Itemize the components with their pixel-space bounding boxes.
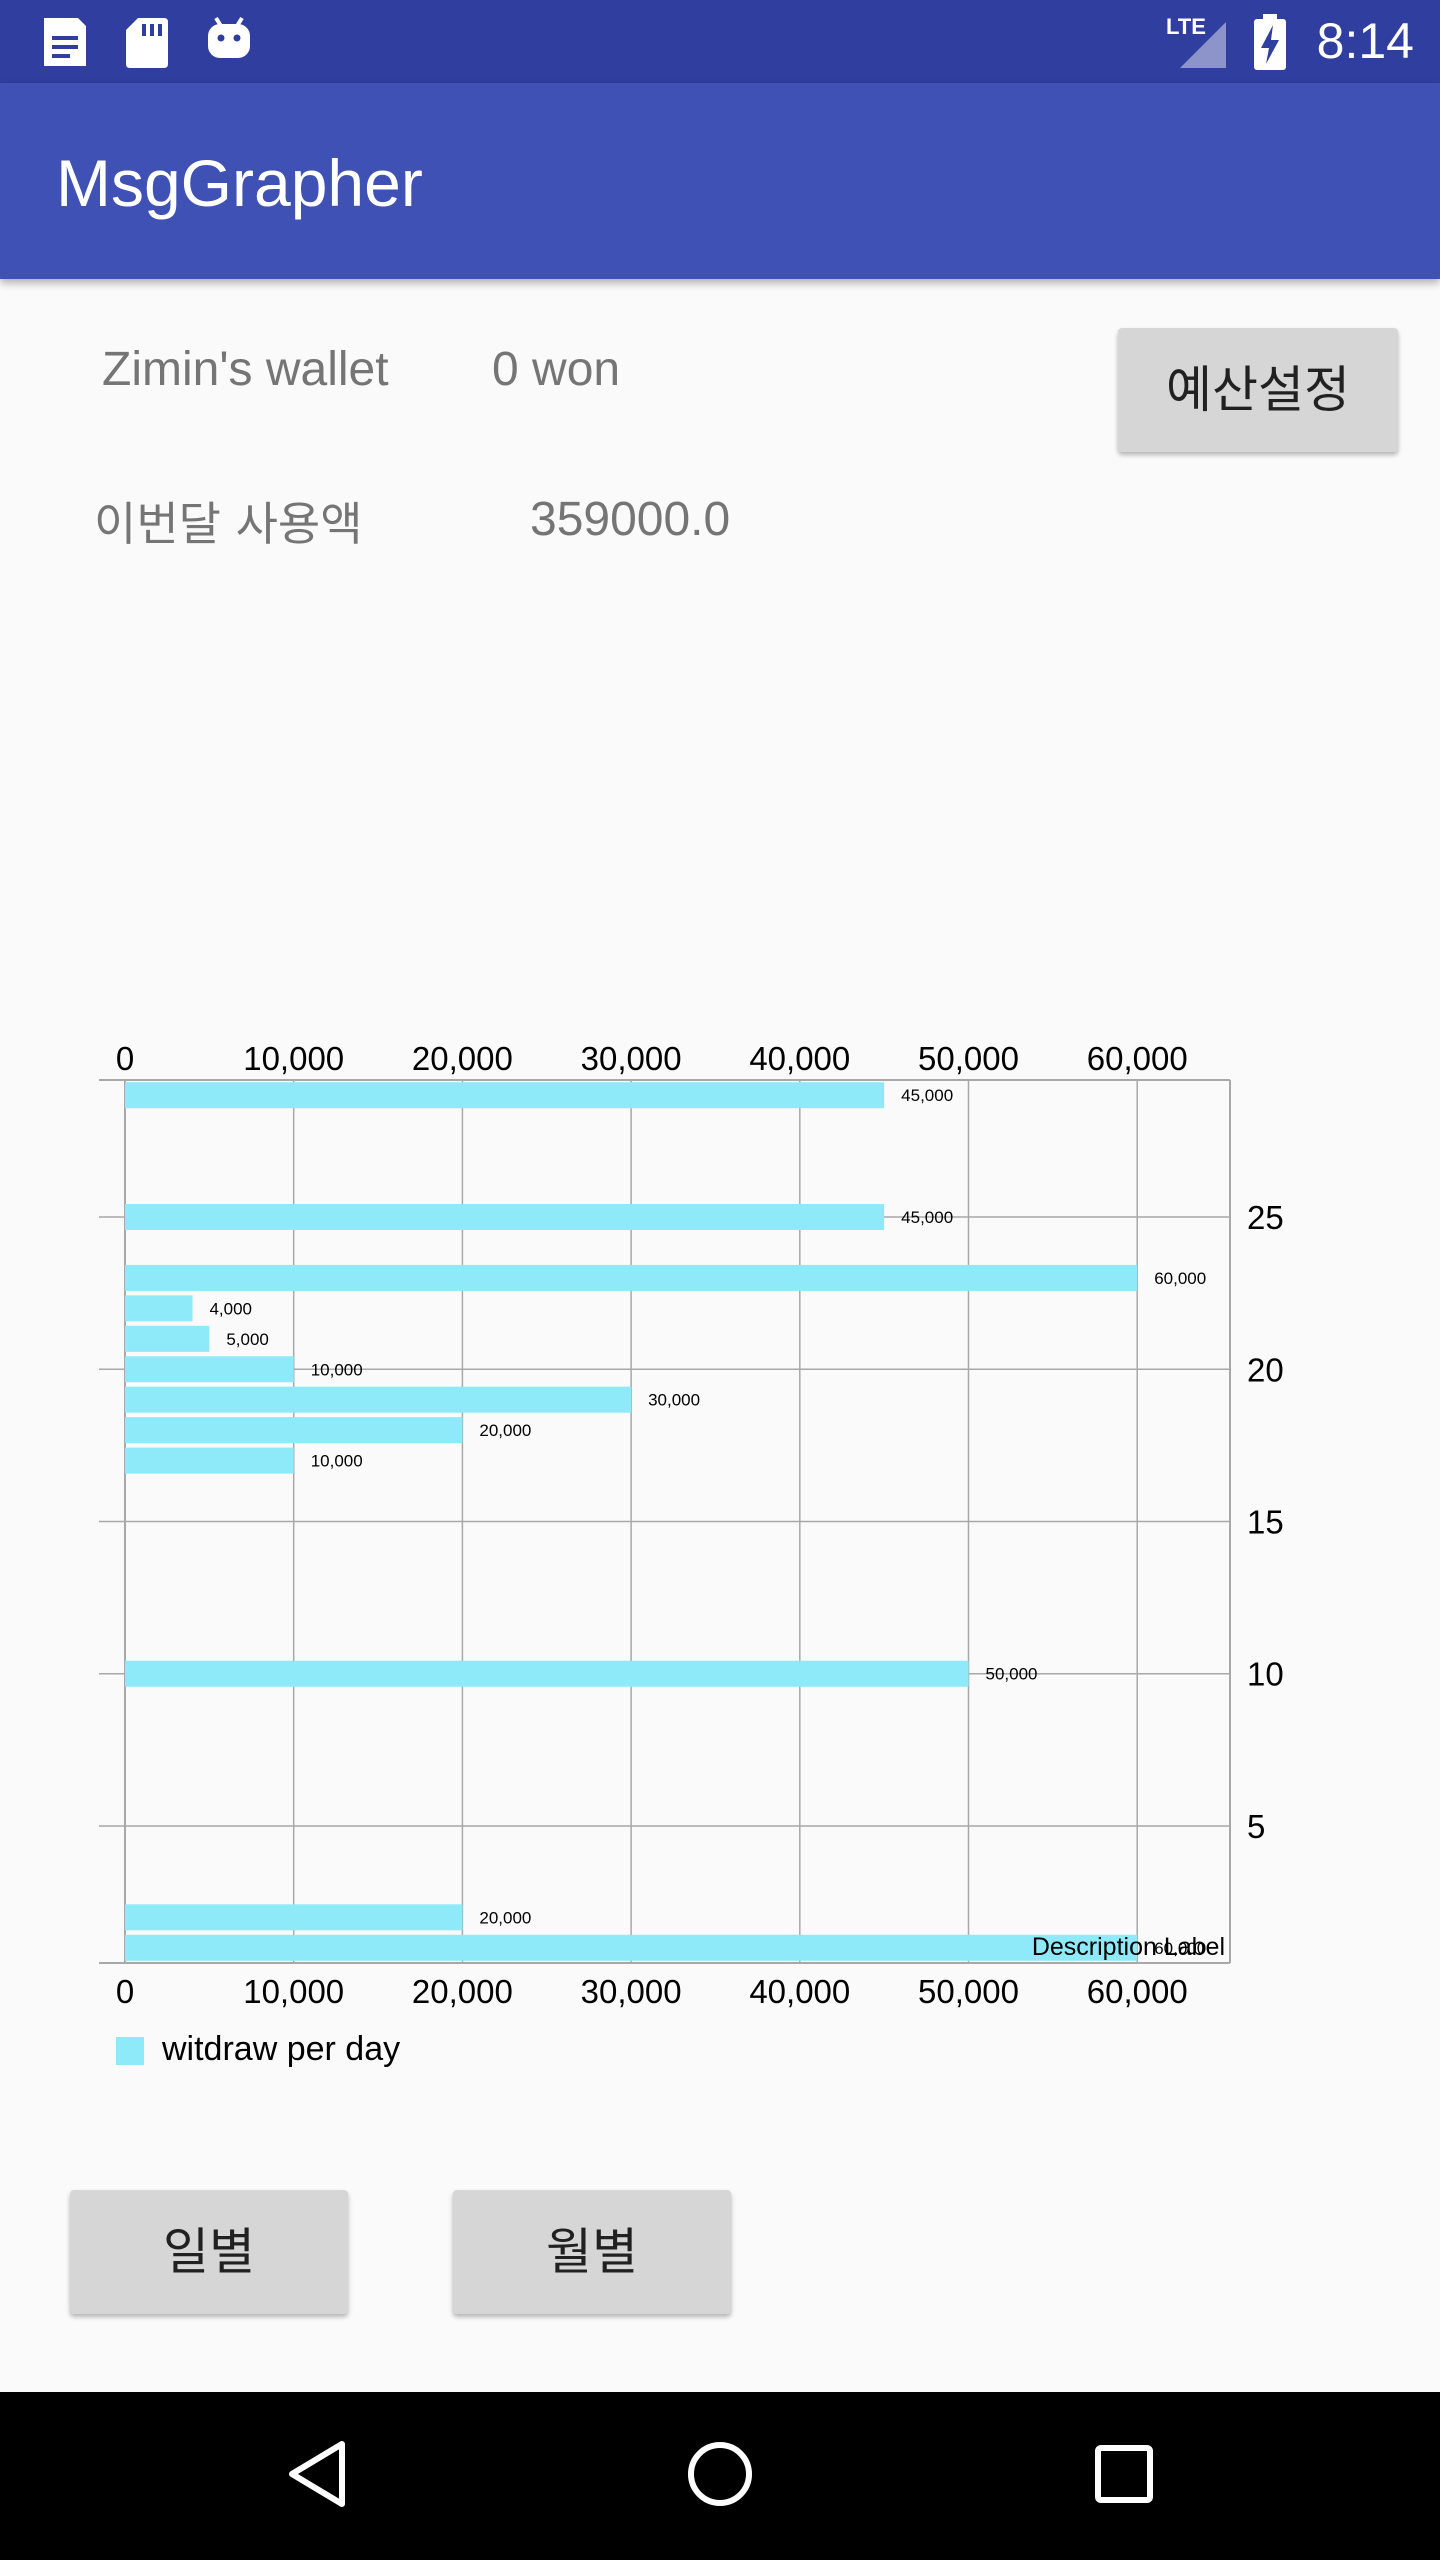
y-tick-label: 20 xyxy=(1247,1351,1284,1388)
bar xyxy=(125,1082,885,1109)
budget-settings-button[interactable]: 예산설정 xyxy=(1118,328,1398,452)
bar xyxy=(125,1934,1138,1961)
x-tick-label-top: 50,000 xyxy=(918,1040,1019,1077)
bar xyxy=(125,1325,210,1352)
bar-value-label: 20,000 xyxy=(479,1908,531,1927)
x-tick-label-top: 40,000 xyxy=(749,1040,850,1077)
y-tick-label: 10 xyxy=(1247,1656,1284,1693)
bar xyxy=(125,1660,969,1687)
battery-charging-icon xyxy=(1254,14,1286,70)
legend-label: witdraw per day xyxy=(162,2030,401,2068)
wallet-name-label: Zimin's wallet xyxy=(102,343,389,396)
y-tick-label: 25 xyxy=(1247,1199,1284,1236)
recents-icon[interactable] xyxy=(1084,2434,1164,2514)
bar-value-label: 20,000 xyxy=(479,1421,531,1440)
x-tick-label-top: 20,000 xyxy=(412,1040,513,1077)
x-tick-label-top: 30,000 xyxy=(581,1040,682,1077)
bar xyxy=(125,1356,294,1383)
svg-text:LTE: LTE xyxy=(1166,14,1206,39)
month-usage-label: 이번달 사용액 xyxy=(94,497,363,551)
x-tick-label-bottom: 0 xyxy=(116,1973,134,2010)
bar xyxy=(125,1264,1138,1291)
lte-signal-icon: LTE xyxy=(1166,14,1226,68)
x-tick-label-top: 0 xyxy=(116,1040,134,1077)
monthly-button[interactable]: 월별 xyxy=(453,2190,731,2314)
x-tick-label-bottom: 40,000 xyxy=(749,1973,850,2010)
status-time: 8:14 xyxy=(1316,13,1414,69)
month-usage-value: 359000.0 xyxy=(530,493,731,546)
bar-value-label: 45,000 xyxy=(901,1208,953,1227)
bar xyxy=(125,1417,463,1444)
x-tick-label-top: 10,000 xyxy=(243,1040,344,1077)
description-label: Description Label xyxy=(1032,1933,1225,1961)
withdraw-bar-chart: 60,000 20,000 50,000 10,000 20,000 30,000 10,0… xyxy=(99,1040,1284,2010)
android-icon xyxy=(208,16,250,58)
bar xyxy=(125,1295,193,1322)
bar-value-label: 4,000 xyxy=(209,1299,252,1318)
navigation-bar xyxy=(0,2392,1440,2560)
x-tick-label-bottom: 20,000 xyxy=(412,1973,513,2010)
bar-value-label: 50,000 xyxy=(986,1665,1038,1684)
app-bar: MsgGrapher xyxy=(0,83,1440,279)
app-title: MsgGrapher xyxy=(56,146,423,220)
bar-value-label: 30,000 xyxy=(648,1391,700,1410)
bar-value-label: 45,000 xyxy=(901,1086,953,1105)
bar-value-label: 5,000 xyxy=(226,1330,269,1349)
status-bar: LTE 8:14 xyxy=(0,0,1440,83)
y-tick-label: 15 xyxy=(1247,1504,1284,1541)
x-tick-label-bottom: 60,000 xyxy=(1087,1973,1188,2010)
sd-card-icon xyxy=(126,18,168,68)
bar xyxy=(125,1204,885,1231)
y-tick-label: 5 xyxy=(1247,1808,1265,1845)
legend-swatch xyxy=(116,2037,144,2065)
x-tick-label-bottom: 30,000 xyxy=(581,1973,682,2010)
daily-button[interactable]: 일별 xyxy=(70,2190,348,2314)
notes-icon xyxy=(44,18,86,66)
bar-value-label: 60,000 xyxy=(1154,1939,1206,1958)
bar xyxy=(125,1386,632,1413)
bar-value-label: 10,000 xyxy=(311,1452,363,1471)
x-tick-label-top: 60,000 xyxy=(1087,1040,1188,1077)
home-icon[interactable] xyxy=(680,2434,760,2514)
wallet-amount: 0 won xyxy=(492,343,621,396)
back-icon[interactable] xyxy=(280,2434,360,2514)
x-tick-label-bottom: 50,000 xyxy=(918,1973,1019,2010)
x-tick-label-bottom: 10,000 xyxy=(243,1973,344,2010)
bar-value-label: 60,000 xyxy=(1154,1269,1206,1288)
bar xyxy=(125,1447,294,1474)
bar-value-label: 10,000 xyxy=(311,1360,363,1379)
bar xyxy=(125,1904,463,1931)
